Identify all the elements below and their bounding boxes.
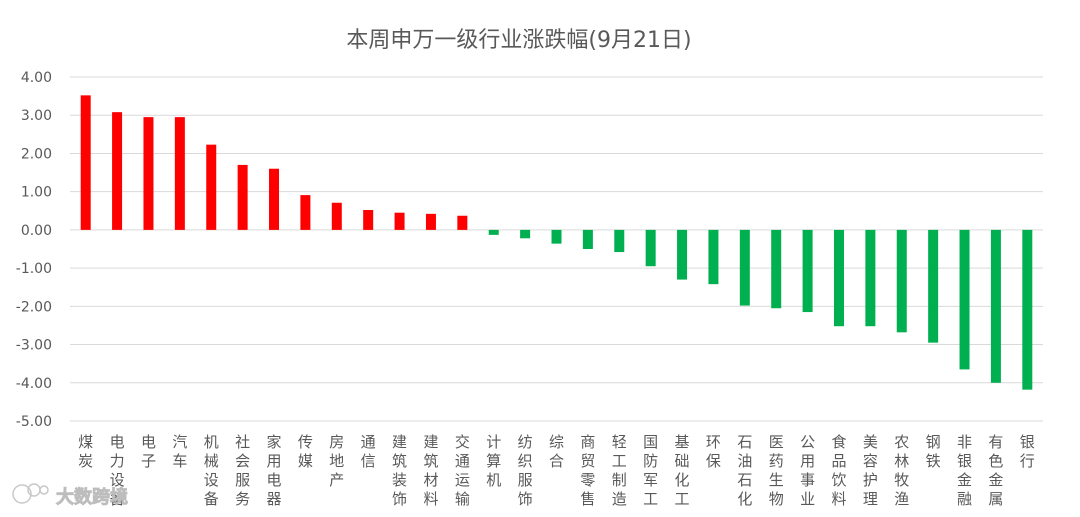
y-tick-label: -1.00: [16, 261, 52, 277]
x-category-label: 国防军工: [643, 433, 658, 508]
bar: [143, 117, 154, 230]
x-category-label: 煤炭: [78, 433, 93, 470]
x-category-label: 美容护理: [863, 433, 878, 508]
bar: [802, 229, 813, 313]
bar: [771, 229, 782, 309]
y-tick-label: -5.00: [16, 414, 52, 430]
bar: [865, 229, 876, 327]
x-category-label: 交通运输: [455, 433, 470, 508]
x-category-label: 传媒: [298, 433, 313, 470]
bar: [300, 195, 311, 230]
bar: [614, 229, 625, 253]
y-tick-label: -3.00: [16, 338, 52, 354]
bar: [174, 117, 185, 230]
bar: [80, 95, 91, 230]
x-category-label: 社会服务: [235, 433, 250, 508]
bar: [739, 229, 750, 306]
bar: [1022, 229, 1033, 390]
chart-title: 本周申万一级行业涨跌幅(9月21日): [346, 28, 691, 53]
bar: [331, 202, 342, 230]
bar: [928, 229, 939, 343]
x-category-label: 综合: [549, 433, 564, 470]
watermark-text: 大数跨境: [56, 486, 128, 508]
x-category-label: 农林牧渔: [894, 433, 909, 508]
bar: [520, 229, 531, 239]
x-category-label: 电力设备: [110, 433, 125, 508]
x-category-label: 建筑材料: [423, 433, 438, 508]
x-category-label: 公用事业: [800, 433, 815, 508]
x-category-label: 石油石化: [737, 433, 752, 508]
x-category-label: 环保: [706, 433, 721, 470]
x-category-label: 计算机: [486, 433, 501, 489]
bar: [582, 229, 593, 249]
y-tick-label: 1.00: [21, 185, 52, 201]
bar: [959, 229, 970, 370]
x-category-label: 商贸零售: [580, 433, 595, 508]
x-category-label: 纺织服饰: [518, 433, 533, 508]
x-category-label: 基础化工: [675, 433, 690, 508]
x-category-label: 房地产: [329, 433, 344, 489]
x-category-label: 汽车: [172, 433, 187, 470]
y-tick-label: 2.00: [21, 146, 52, 162]
bar: [363, 210, 374, 230]
x-category-label: 食品饮料: [831, 433, 846, 508]
bar: [677, 229, 688, 280]
x-category-label: 银行: [1020, 433, 1035, 470]
bar: [394, 212, 405, 230]
bar: [645, 229, 656, 267]
y-tick-label: 4.00: [21, 70, 52, 86]
x-category-label: 通信: [361, 433, 376, 470]
y-tick-label: -4.00: [16, 376, 52, 392]
bar: [896, 229, 907, 333]
x-category-label: 钢铁: [926, 433, 941, 470]
y-tick-label: 3.00: [21, 108, 52, 124]
bar: [425, 213, 436, 230]
x-category-label: 机械设备: [204, 433, 219, 508]
x-category-label: 非银金融: [957, 433, 972, 508]
x-category-label: 建筑装饰: [392, 433, 407, 508]
x-category-label: 有色金属: [988, 433, 1003, 508]
brand-logo-icon: [12, 483, 49, 504]
x-category-label: 电子: [141, 433, 156, 470]
bar: [833, 229, 844, 327]
y-tick-label: -2.00: [16, 299, 52, 315]
x-category-label: 轻工制造: [612, 433, 627, 508]
bar: [237, 164, 248, 230]
bar: [488, 229, 499, 235]
bar: [269, 168, 280, 230]
y-axis-tick-labels: 4.00 3.00 2.00 1.00 0.00 -1.00 -2.00 -3.00 -4.00…: [16, 70, 52, 430]
x-category-label: 家用电器: [267, 433, 282, 508]
watermark: 大数跨境: [12, 483, 128, 508]
bar: [990, 229, 1001, 383]
bar: [206, 144, 217, 230]
bar: [457, 215, 468, 230]
y-tick-label: 0.00: [21, 223, 52, 239]
bar: [708, 229, 719, 285]
bar: [551, 229, 562, 244]
x-category-label: 医药生物: [769, 433, 784, 508]
bar: [112, 112, 123, 230]
bars: [80, 95, 1033, 390]
